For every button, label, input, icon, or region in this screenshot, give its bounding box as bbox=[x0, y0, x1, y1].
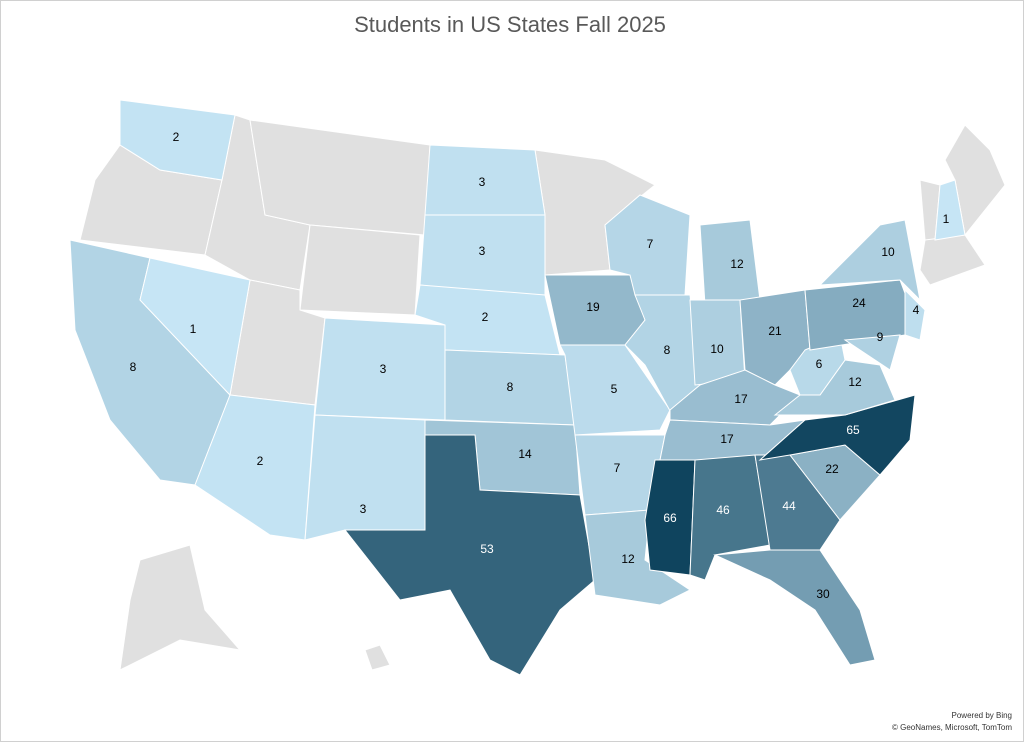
data-label: 5 bbox=[611, 382, 618, 396]
data-label: 14 bbox=[518, 447, 532, 461]
data-label: 2 bbox=[257, 454, 264, 468]
attribution: Powered by Bing bbox=[952, 711, 1012, 720]
state bbox=[304, 414, 426, 541]
data-label: 7 bbox=[614, 461, 621, 475]
data-label: 7 bbox=[647, 237, 654, 251]
state bbox=[343, 434, 596, 676]
state bbox=[119, 99, 236, 181]
data-label: 53 bbox=[480, 542, 494, 556]
data-label: 12 bbox=[848, 375, 862, 389]
state bbox=[713, 549, 876, 666]
data-label: 8 bbox=[664, 343, 671, 357]
data-label: 10 bbox=[710, 342, 724, 356]
data-label: 3 bbox=[360, 502, 367, 516]
data-label: 3 bbox=[479, 244, 486, 258]
state bbox=[364, 644, 391, 671]
data-label: 10 bbox=[881, 245, 895, 259]
data-label: 46 bbox=[716, 503, 730, 517]
data-label: 2 bbox=[173, 130, 180, 144]
data-label: 3 bbox=[380, 362, 387, 376]
state bbox=[818, 219, 921, 302]
data-label: 6 bbox=[816, 357, 823, 371]
map-title: Students in US States Fall 2025 bbox=[354, 12, 666, 37]
data-label: 24 bbox=[852, 296, 866, 310]
state bbox=[194, 394, 316, 541]
data-label: 9 bbox=[877, 330, 884, 344]
state bbox=[644, 459, 696, 576]
data-label: 4 bbox=[913, 303, 920, 317]
data-label: 8 bbox=[130, 360, 137, 374]
state bbox=[843, 334, 901, 371]
state bbox=[299, 224, 421, 316]
data-label: 30 bbox=[816, 587, 830, 601]
data-label: 12 bbox=[730, 257, 744, 271]
data-label: 1 bbox=[943, 212, 950, 226]
data-label: 3 bbox=[479, 175, 486, 189]
state bbox=[934, 179, 966, 241]
data-label: 12 bbox=[621, 552, 635, 566]
state bbox=[119, 544, 242, 671]
data-label: 2 bbox=[482, 310, 489, 324]
data-label: 21 bbox=[768, 324, 782, 338]
data-label: 17 bbox=[734, 392, 748, 406]
attribution: © GeoNames, Microsoft, TomTom bbox=[892, 723, 1012, 732]
data-label: 44 bbox=[782, 499, 796, 513]
data-label: 1 bbox=[190, 322, 197, 336]
data-label: 17 bbox=[720, 432, 734, 446]
data-label: 19 bbox=[586, 300, 600, 314]
data-label: 66 bbox=[663, 511, 677, 525]
no-data-states bbox=[79, 114, 1006, 671]
state bbox=[758, 394, 916, 476]
data-label: 22 bbox=[825, 462, 839, 476]
state bbox=[904, 288, 926, 341]
data-label: 65 bbox=[846, 423, 860, 437]
data-label: 8 bbox=[507, 380, 514, 394]
